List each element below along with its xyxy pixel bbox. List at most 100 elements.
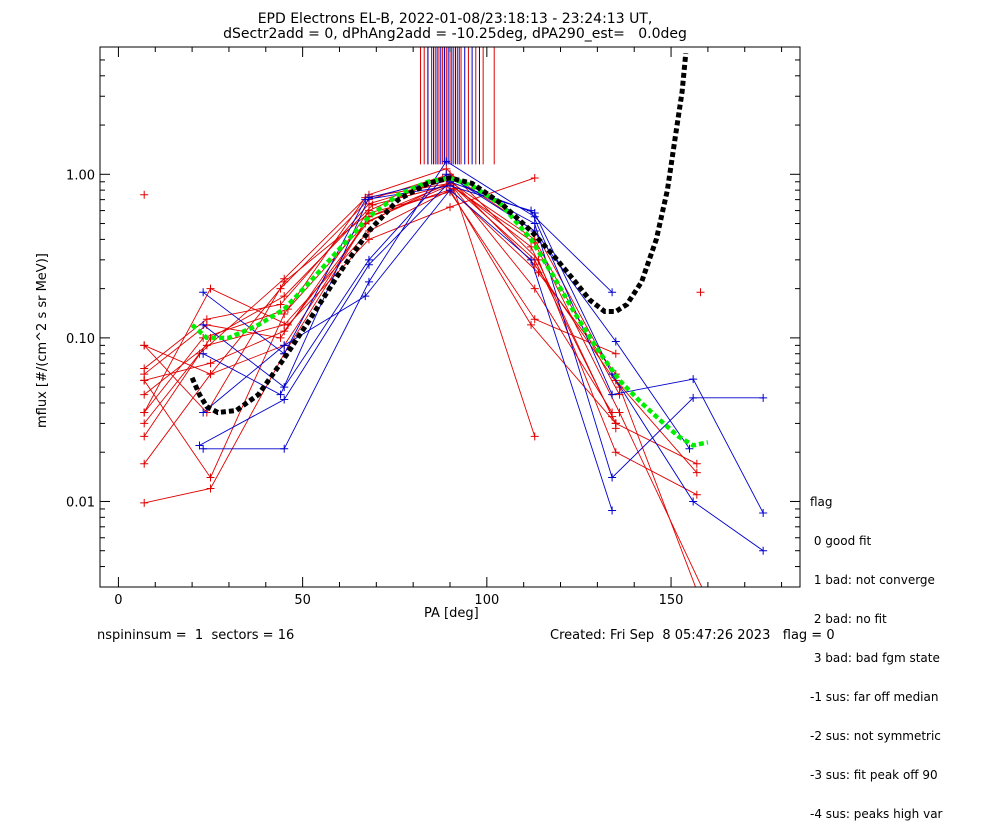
red-series-line-point: [280, 292, 289, 301]
legend-item: 2 bad: no fit: [810, 612, 887, 626]
red-series-line-point: [530, 284, 539, 293]
red-series-line-point: [280, 309, 289, 318]
blue-series-line-point: [280, 444, 289, 453]
red-point: [696, 288, 705, 297]
red-series-line-point: [140, 419, 149, 428]
blue-series-line: [202, 189, 613, 511]
blue-series-line-point: [759, 509, 768, 518]
red-series-line-point: [206, 484, 215, 493]
red-series-line-point: [692, 459, 701, 468]
blue-series-line-point: [689, 375, 698, 384]
red-series-line-point: [206, 370, 215, 379]
blue-series-line-point: [530, 219, 539, 228]
red-series-line-point: [446, 203, 454, 212]
y-axis-label: mflux [#/(cm^2 s sr MeV)]: [35, 253, 50, 428]
legend-item: -4 sus: peaks high var: [810, 807, 943, 821]
red-series-line-point: [206, 359, 215, 368]
red-series-line-point: [608, 408, 617, 417]
blue-series-line-point: [280, 395, 289, 404]
blue-series-line-point: [530, 208, 539, 217]
legend-item: -1 sus: far off median: [810, 690, 939, 704]
y-tick-label: 0.01: [66, 495, 95, 510]
y-tick-label: 0.10: [66, 332, 95, 347]
blue-series-line-point: [759, 546, 768, 555]
legend-item: 0 good fit: [810, 534, 872, 548]
legend-item: -3 sus: fit peak off 90: [810, 768, 938, 782]
y-tick-label: 1.00: [66, 168, 95, 183]
legend-item: 1 bad: not converge: [810, 573, 935, 587]
blue-series-line-point: [199, 408, 208, 417]
red-series-line-point: [140, 390, 149, 399]
red-point: [611, 424, 620, 433]
chart-title-line2: dSectr2add = 0, dPhAng2add = -10.25deg, …: [223, 26, 687, 42]
plot-area: [140, 47, 768, 604]
red-series-line: [144, 184, 703, 587]
x-tick-label: 50: [294, 593, 311, 608]
red-series-line-point: [704, 596, 712, 604]
blue-series-line-point: [442, 157, 451, 166]
blue-series-line-point: [608, 473, 617, 482]
red-series-line-point: [530, 260, 539, 269]
red-series-line-point: [140, 498, 149, 507]
legend-item: 3 bad: bad fgm state: [810, 651, 940, 665]
green-fit-curve: [190, 175, 709, 448]
blue-series-line: [199, 181, 764, 552]
blue-series-line-point: [199, 349, 208, 358]
blue-series-line-point: [199, 444, 208, 453]
blue-series-line-point: [199, 288, 208, 297]
black-fit-curve: [189, 52, 689, 416]
blue-series-line-point: [527, 255, 536, 264]
blue-series-line-point: [364, 277, 373, 286]
blue-series-line-point: [364, 260, 373, 269]
blue-series-line-point: [364, 193, 373, 202]
blue-series-line-point: [195, 441, 204, 450]
blue-series-line-point: [276, 390, 285, 399]
red-series-line-point: [692, 468, 701, 477]
red-series-line: [144, 187, 536, 504]
red-series-line-point: [140, 341, 149, 350]
blue-series-line-point: [759, 393, 768, 402]
red-series-line-point: [530, 315, 539, 324]
blue-series-line-point: [280, 341, 289, 350]
blue-series-line-point: [199, 320, 208, 329]
legend-title: flag: [810, 495, 833, 509]
red-series-line-point: [140, 408, 149, 417]
red-series-line-point: [140, 432, 149, 441]
red-series-line-point: [692, 490, 701, 499]
red-series-line-point: [697, 596, 705, 604]
blue-series-line-point: [689, 497, 698, 506]
red-series-line-point: [527, 320, 536, 329]
red-series-line-point: [276, 300, 285, 309]
red-series-line-point: [530, 432, 539, 441]
red-series-line-point: [530, 173, 539, 182]
red-series-line-point: [280, 274, 289, 283]
footer-left: nspininsum = 1 sectors = 16: [97, 628, 295, 643]
red-series-line: [143, 189, 617, 424]
red-series-line-point: [611, 349, 620, 358]
red-series-line-point: [140, 376, 149, 385]
red-series-line-point: [206, 284, 215, 293]
blue-series-line-point: [280, 383, 289, 392]
blue-series-line-point: [608, 288, 617, 297]
red-point: [140, 190, 149, 199]
red-series-line-point: [615, 383, 624, 392]
red-series-line-point: [280, 327, 289, 336]
x-tick-label: 150: [659, 593, 684, 608]
red-series-line-point: [206, 473, 215, 482]
red-series-line-point: [140, 459, 149, 468]
footer-right: Created: Fri Sep 8 05:47:26 2023 flag = …: [550, 628, 835, 643]
red-series-line-point: [202, 315, 211, 324]
red-series-line-point: [364, 235, 373, 244]
red-series-line-point: [140, 364, 149, 373]
red-series-line-point: [276, 333, 285, 342]
chart-title-line1: EPD Electrons EL-B, 2022-01-08/23:18:13 …: [257, 11, 653, 27]
pitch-angle-chart: 0 50 100 150 0.01 0.10 1.00: [66, 46, 801, 608]
red-series-line-point: [611, 448, 620, 457]
red-series-line-point: [615, 408, 624, 417]
red-series-line: [143, 168, 698, 496]
red-series-line-point: [283, 320, 292, 329]
blue-series-line-point: [608, 506, 617, 515]
red-series-line-point: [534, 255, 543, 264]
legend-item: -2 sus: not symmetric: [810, 729, 941, 743]
blue-series-line-point: [689, 393, 698, 402]
